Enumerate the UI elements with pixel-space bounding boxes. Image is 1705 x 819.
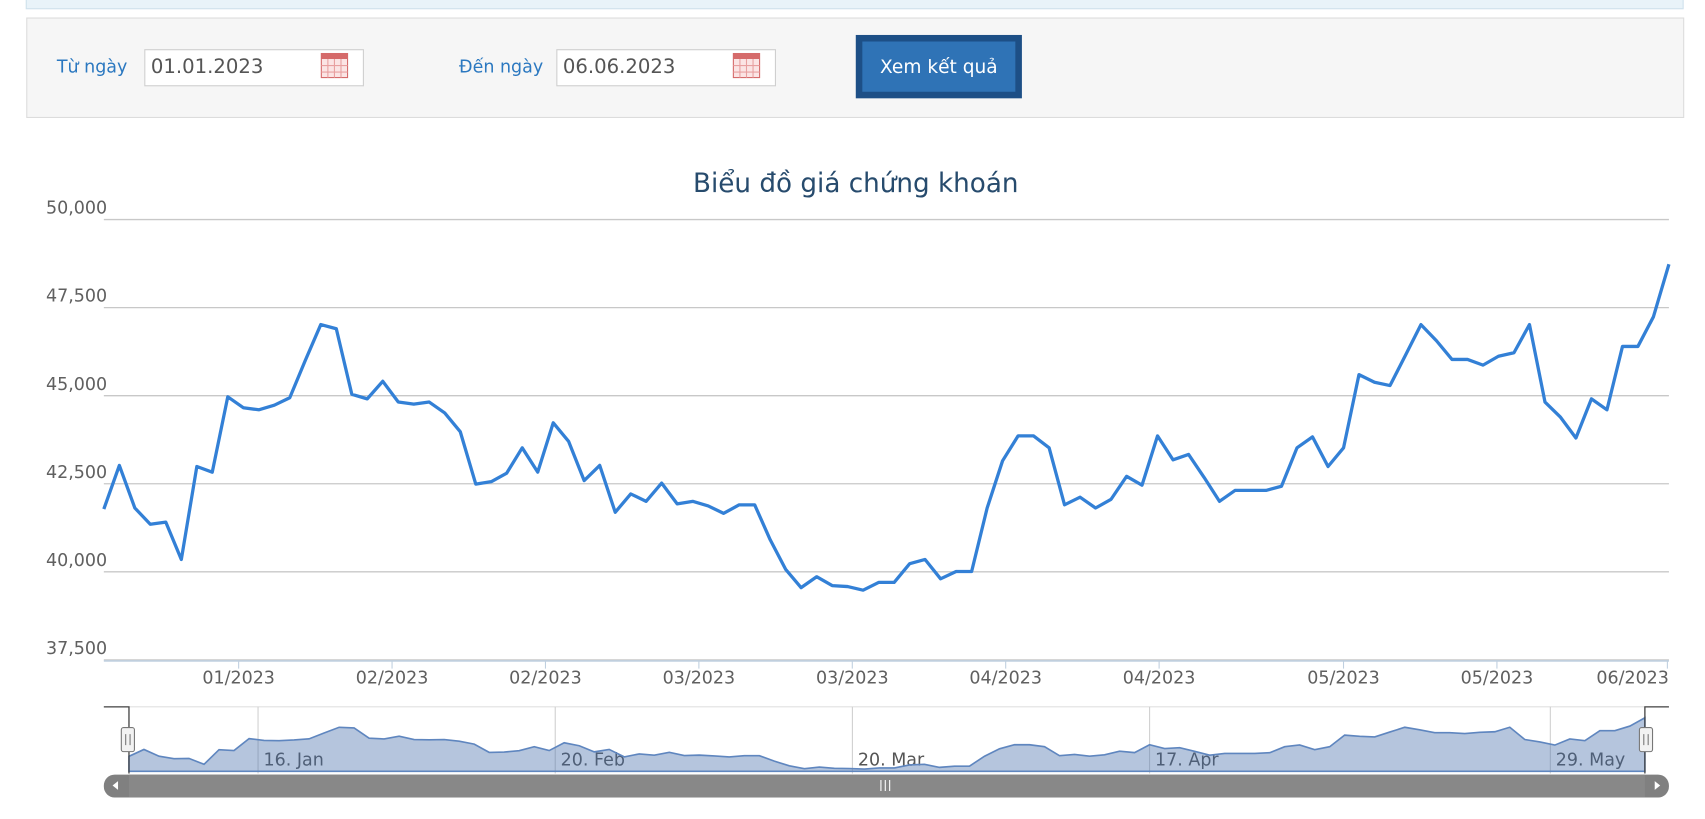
- scrollbar-thumb[interactable]: [128, 774, 1645, 798]
- y-tick-label: 40,000: [46, 551, 107, 571]
- y-tick-label: 45,000: [46, 375, 107, 395]
- navigator-label: 16. Jan: [264, 750, 324, 770]
- top-bar: [25, 0, 1684, 10]
- handle-grip: [125, 734, 131, 746]
- x-tick-label: 02/2023: [356, 668, 429, 688]
- x-tick-label: 06/2023: [1596, 668, 1669, 688]
- y-tick-label: 37,500: [46, 639, 107, 659]
- x-tick-label: 03/2023: [816, 668, 889, 688]
- scrollbar-grip: [880, 780, 891, 791]
- x-tick-label: 05/2023: [1461, 668, 1534, 688]
- submit-button-face: [862, 41, 1016, 92]
- y-tick-label: 42,500: [46, 463, 107, 483]
- x-tick-label: 05/2023: [1307, 668, 1380, 688]
- from-label: Từ ngày: [56, 58, 128, 78]
- calendar-icon[interactable]: [732, 52, 761, 79]
- price-line: [102, 263, 1671, 592]
- navigator-label: 17. Apr: [1155, 750, 1219, 770]
- navigator-label: 29. May: [1556, 750, 1625, 770]
- x-tick-label: 04/2023: [1123, 668, 1196, 688]
- scroll-left[interactable]: [112, 781, 119, 790]
- navigator-handle[interactable]: [1638, 727, 1654, 753]
- y-tick-label: 47,500: [46, 287, 107, 307]
- navigator-handle[interactable]: [120, 727, 135, 753]
- submit-label: Xem kết quả: [880, 56, 998, 78]
- to-label: Đến ngày: [459, 57, 543, 78]
- x-tick-label: 01/2023: [202, 668, 275, 688]
- x-tick-label: 02/2023: [509, 668, 582, 688]
- navigator-area: [128, 716, 1646, 773]
- to-value: 06.06.2023: [563, 55, 676, 78]
- calendar-icon[interactable]: [320, 52, 349, 79]
- y-tick-label: 50,000: [46, 199, 107, 219]
- x-tick-label: 03/2023: [663, 668, 736, 688]
- navigator-label: 20. Feb: [561, 750, 625, 770]
- x-tick-label: 04/2023: [969, 668, 1042, 688]
- handle-grip: [1643, 734, 1649, 746]
- chart-title: Biểu đồ giá chứng khoán: [693, 168, 1019, 199]
- scroll-right[interactable]: [1654, 781, 1661, 790]
- from-value: 01.01.2023: [151, 55, 264, 78]
